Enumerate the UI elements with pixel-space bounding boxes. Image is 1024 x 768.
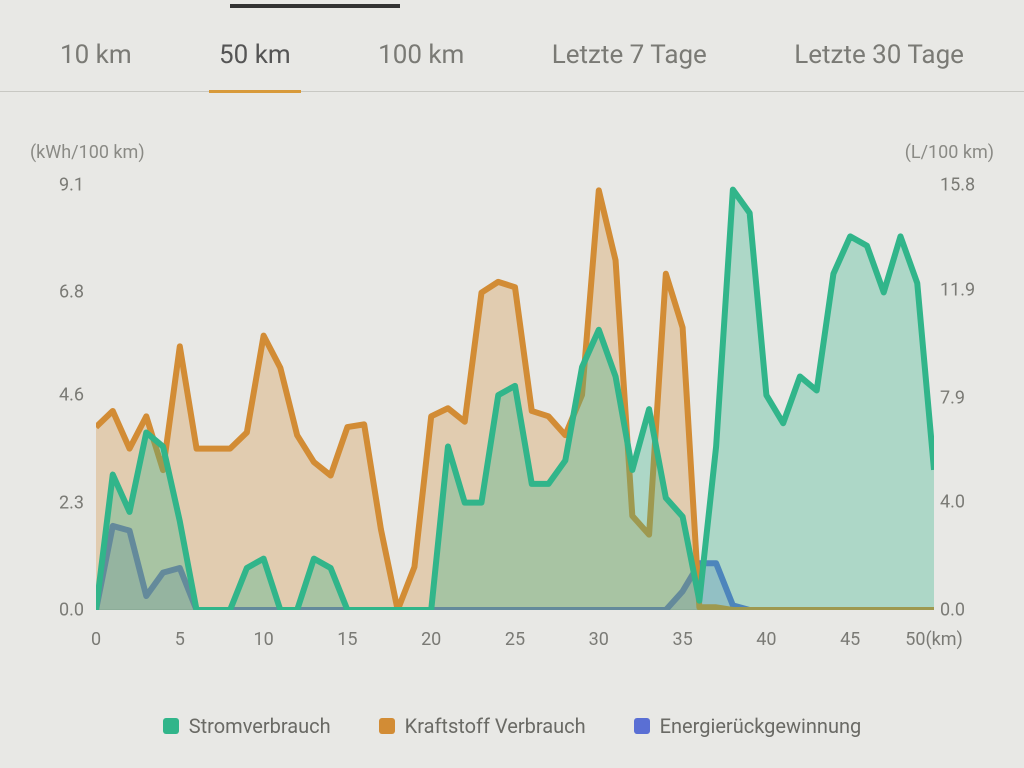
x-tick: 0 [91, 629, 101, 650]
y-tick-right: 15.8 [940, 175, 990, 196]
legend-swatch-regen [634, 718, 650, 734]
legend-item-strom: Stromverbrauch [163, 714, 331, 738]
y-axis-right-label: (L/100 km) [905, 142, 994, 163]
legend-label-regen: Energierückgewinnung [660, 714, 862, 738]
tab-30days[interactable]: Letzte 30 Tage [784, 40, 974, 93]
legend-label-strom: Stromverbrauch [189, 714, 331, 738]
y-tick-left: 2.3 [44, 492, 84, 513]
top-indicator [230, 4, 400, 8]
legend-swatch-strom [163, 718, 179, 734]
range-tabs: 10 km 50 km 100 km Letzte 7 Tage Letzte … [0, 0, 1024, 92]
y-tick-right: 4.0 [940, 492, 990, 513]
x-tick: 20 [421, 629, 441, 650]
x-tick: 5 [175, 629, 185, 650]
x-tick: 45 [840, 629, 860, 650]
x-tick: 25 [505, 629, 525, 650]
tab-100km[interactable]: 100 km [368, 40, 474, 93]
tab-50km[interactable]: 50 km [209, 40, 301, 93]
y-tick-left: 0.0 [44, 600, 84, 621]
x-tick: 15 [337, 629, 357, 650]
y-tick-left: 4.6 [44, 385, 84, 406]
legend-swatch-kraftstoff [379, 718, 395, 734]
x-tick: 10 [253, 629, 273, 650]
y-axis-left-label: (kWh/100 km) [30, 142, 145, 163]
y-tick-right: 11.9 [940, 279, 990, 300]
y-tick-left: 6.8 [44, 282, 84, 303]
plot-area [96, 185, 934, 610]
x-tick: 30 [589, 629, 609, 650]
y-tick-right: 7.9 [940, 387, 990, 408]
legend-label-kraftstoff: Kraftstoff Verbrauch [405, 714, 586, 738]
legend-item-regen: Energierückgewinnung [634, 714, 862, 738]
chart-legend: Stromverbrauch Kraftstoff Verbrauch Ener… [0, 714, 1024, 738]
consumption-chart: (kWh/100 km) (L/100 km) 0.0 2.3 4.6 6.8 9.1 0… [30, 130, 1004, 650]
x-tick: 50(km) [905, 629, 963, 650]
tab-10km[interactable]: 10 km [50, 40, 142, 93]
x-tick: 35 [672, 629, 692, 650]
legend-item-kraftstoff: Kraftstoff Verbrauch [379, 714, 586, 738]
tab-7days[interactable]: Letzte 7 Tage [542, 40, 717, 93]
y-tick-right: 0.0 [940, 600, 990, 621]
y-tick-left: 9.1 [44, 175, 84, 196]
x-tick: 40 [756, 629, 776, 650]
